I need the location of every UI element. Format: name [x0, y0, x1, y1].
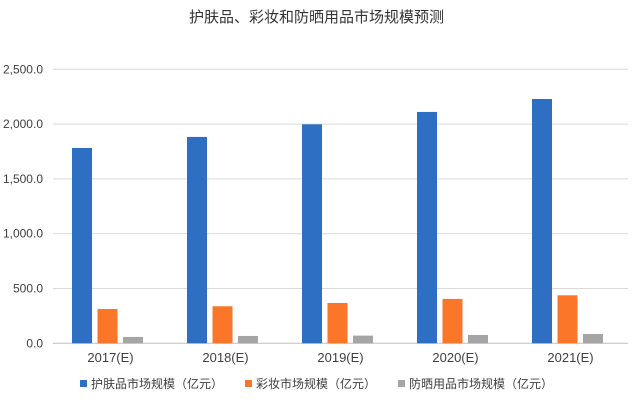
bar-series-3: [238, 335, 258, 344]
x-tick-label: 2017(E): [87, 350, 133, 365]
legend-label: 护肤品市场规模（亿元）: [90, 377, 223, 391]
x-tick-label: 2019(E): [317, 350, 363, 365]
bar-series-3: [468, 334, 488, 344]
chart-title: 护肤品、彩妆和防晒用品市场规模预测: [188, 8, 444, 26]
y-tick-label: 2,500.0: [3, 62, 43, 76]
legend-label: 防晒用品市场规模（亿元）: [409, 377, 554, 391]
bar-series-3: [583, 333, 603, 344]
bar-series-1: [187, 136, 207, 344]
bar-series-1: [72, 147, 92, 344]
bar-series-1: [302, 124, 322, 344]
bar-series-2: [557, 295, 578, 344]
bar-series-2: [327, 302, 348, 344]
x-tick-label: 2021(E): [547, 350, 593, 365]
y-tick-label: 500.0: [13, 282, 43, 296]
y-tick-label: 0.0: [26, 336, 43, 350]
bar-series-1: [532, 99, 552, 344]
bar-series-3: [123, 336, 143, 344]
y-tick-label: 1,000.0: [3, 227, 43, 241]
y-tick-label: 1,500.0: [3, 172, 43, 186]
legend-item: 彩妆市场规模（亿元）: [244, 375, 376, 392]
legend-swatch: [79, 380, 87, 387]
legend-label: 彩妆市场规模（亿元）: [255, 377, 376, 391]
bar-series-2: [97, 308, 118, 344]
bar-series-1: [417, 111, 437, 344]
legend-item: 护肤品市场规模（亿元）: [79, 375, 223, 392]
y-tick-label: 2,000.0: [3, 117, 43, 131]
bar-series-2: [212, 306, 233, 344]
x-tick-label: 2020(E): [432, 350, 478, 365]
legend-item: 防晒用品市场规模（亿元）: [398, 375, 553, 392]
bar-series-3: [353, 335, 373, 344]
legend-swatch: [398, 380, 405, 387]
x-tick-label: 2018(E): [202, 350, 248, 365]
bar-series-2: [442, 298, 463, 344]
legend-swatch: [244, 380, 252, 387]
legend: 护肤品市场规模（亿元） 彩妆市场规模（亿元） 防晒用品市场规模（亿元）: [0, 375, 633, 392]
